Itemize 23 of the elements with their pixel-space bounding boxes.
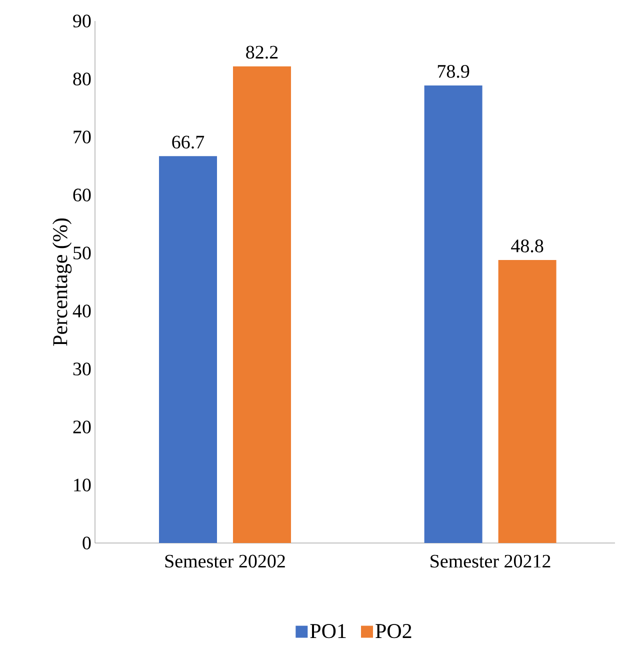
y-tick-label: 10 [74,478,91,492]
y-tick-label: 90 [73,14,91,28]
bar [233,66,291,543]
bar [498,260,556,543]
data-label: 82.2 [246,46,278,59]
bar [159,156,217,543]
data-label: 66.7 [172,136,204,149]
data-label: 48.8 [511,240,544,252]
y-tick-label: 80 [73,72,91,86]
data-label: 78.9 [438,64,470,78]
y-tick-label: 30 [73,362,91,376]
x-tick-label: Semester 20212 [430,554,550,568]
y-tick-label: 60 [73,188,91,202]
y-tick-label: 20 [73,420,91,434]
y-tick-label: 50 [74,246,91,260]
bar [424,85,482,543]
legend-label: PO2 [376,624,412,638]
y-axis-title: Percentage (%) [52,218,72,346]
y-tick-label: 0 [82,536,91,550]
y-tick-label: 40 [72,304,91,318]
x-tick-label: Semester 20202 [165,554,285,568]
y-tick-label: 70 [74,130,91,144]
legend-label: PO1 [310,624,346,638]
